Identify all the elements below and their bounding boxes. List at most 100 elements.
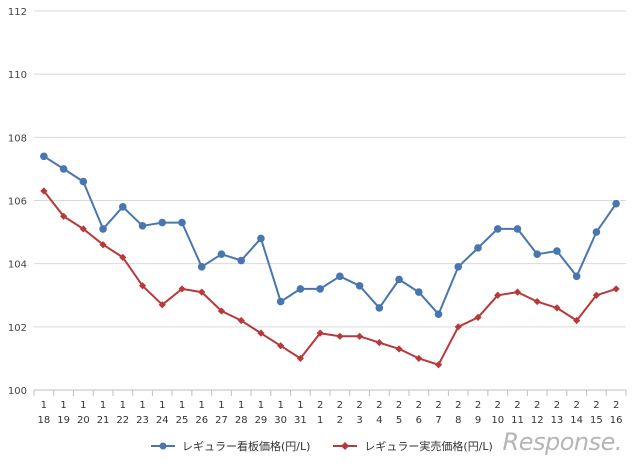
gridlines — [33, 10, 627, 396]
data-point-series-2 — [533, 297, 541, 306]
x-tick-month: 1 — [159, 400, 165, 411]
legend-label-actual-price: レギュラー実売価格(円/L) — [364, 440, 493, 453]
x-tick-month: 1 — [120, 400, 126, 411]
data-point-series-1 — [316, 285, 324, 293]
x-tick-day: 24 — [156, 415, 169, 426]
x-tick-day: 13 — [551, 415, 564, 426]
x-tick-month: 2 — [534, 400, 540, 411]
x-tick-month: 1 — [258, 400, 264, 411]
data-point-series-1 — [415, 288, 423, 296]
x-tick-day: 1 — [317, 415, 323, 426]
data-point-series-1 — [395, 275, 403, 284]
data-point-series-1 — [434, 310, 443, 319]
brand-watermark: Response. — [502, 428, 623, 456]
y-tick-label-102: 102 — [8, 323, 27, 334]
legend-diamond-marker-icon — [333, 442, 358, 450]
x-tick-month: 2 — [613, 400, 619, 411]
data-point-series-2 — [336, 332, 344, 340]
series-layer — [40, 152, 620, 369]
x-tick-month: 2 — [593, 400, 599, 411]
y-axis-ticks: 100 102 104 106 108 110 112 — [8, 7, 27, 397]
data-point-series-1 — [493, 225, 502, 233]
series-line-2 — [43, 190, 617, 366]
x-tick-month: 2 — [356, 400, 362, 411]
x-tick-day: 31 — [294, 415, 307, 426]
data-point-series-2 — [592, 291, 600, 299]
data-point-series-2 — [395, 345, 403, 353]
x-tick-month: 2 — [455, 400, 461, 411]
data-point-series-2 — [612, 285, 620, 293]
y-tick-label-106: 106 — [8, 197, 27, 208]
x-tick-day: 21 — [97, 415, 110, 426]
data-point-series-2 — [474, 313, 482, 321]
x-axis-ticks: 1181191201211221231241251261271281291301… — [37, 400, 622, 426]
data-point-series-2 — [198, 288, 206, 296]
data-point-series-1 — [99, 225, 107, 233]
x-tick-month: 2 — [317, 400, 323, 411]
x-tick-month: 2 — [435, 400, 441, 411]
x-tick-month: 2 — [495, 400, 501, 411]
x-tick-day: 26 — [195, 415, 208, 426]
x-tick-month: 1 — [238, 400, 244, 411]
y-tick-label-100: 100 — [8, 386, 27, 397]
data-point-series-2 — [79, 225, 87, 233]
x-tick-day: 6 — [416, 415, 422, 426]
data-point-series-1 — [40, 152, 48, 161]
legend: レギュラー看板価格(円/L) レギュラー実売価格(円/L) — [150, 438, 515, 454]
data-point-series-2 — [356, 332, 364, 340]
data-point-series-1 — [454, 263, 463, 271]
x-tick-month: 2 — [514, 400, 520, 411]
data-point-series-2 — [119, 253, 127, 261]
data-point-series-1 — [474, 244, 482, 252]
data-point-series-1 — [572, 272, 581, 281]
data-point-series-2 — [158, 301, 166, 309]
x-tick-month: 2 — [573, 400, 579, 411]
data-point-series-1 — [355, 281, 364, 290]
x-tick-day: 2 — [337, 415, 343, 426]
x-tick-day: 14 — [570, 415, 583, 426]
x-tick-day: 30 — [274, 415, 287, 426]
data-point-series-1 — [592, 228, 601, 236]
data-point-series-2 — [316, 329, 324, 337]
data-point-series-2 — [217, 307, 226, 315]
x-tick-month: 1 — [297, 400, 303, 411]
x-tick-month: 1 — [277, 400, 283, 411]
data-point-series-2 — [40, 187, 48, 195]
series-line-1 — [43, 155, 617, 316]
x-tick-month: 2 — [416, 400, 422, 411]
data-point-series-2 — [99, 241, 107, 249]
data-point-series-1 — [533, 250, 541, 258]
legend-circle-marker-icon — [151, 442, 175, 450]
y-tick-label-112: 112 — [8, 7, 27, 18]
x-tick-month: 1 — [60, 400, 66, 411]
x-tick-day: 5 — [396, 415, 402, 426]
data-point-series-1 — [276, 297, 285, 306]
data-point-series-1 — [257, 234, 265, 243]
legend-item-list-price[interactable]: レギュラー看板価格(円/L) — [150, 438, 310, 454]
data-point-series-2 — [138, 282, 147, 290]
x-tick-day: 27 — [215, 415, 228, 426]
x-tick-day: 8 — [455, 415, 461, 426]
x-tick-month: 2 — [554, 400, 560, 411]
data-point-series-2 — [178, 285, 186, 293]
x-tick-day: 12 — [531, 415, 544, 426]
x-tick-month: 1 — [139, 400, 145, 411]
data-point-series-1 — [178, 218, 186, 227]
data-point-series-2 — [415, 354, 423, 363]
x-tick-month: 1 — [100, 400, 106, 411]
legend-item-actual-price[interactable]: レギュラー実売価格(円/L) — [332, 438, 493, 454]
x-tick-day: 20 — [77, 415, 90, 426]
data-point-series-1 — [197, 263, 206, 271]
y-tick-label-110: 110 — [8, 70, 27, 81]
x-tick-day: 18 — [37, 415, 50, 426]
data-point-series-1 — [375, 304, 384, 312]
x-tick-day: 28 — [235, 415, 248, 426]
x-tick-month: 2 — [475, 400, 481, 411]
data-point-series-2 — [494, 291, 502, 299]
data-point-series-2 — [277, 342, 285, 350]
data-point-series-1 — [119, 203, 127, 211]
data-point-series-2 — [553, 304, 561, 312]
x-tick-day: 23 — [136, 415, 149, 426]
y-tick-label-104: 104 — [8, 260, 27, 271]
